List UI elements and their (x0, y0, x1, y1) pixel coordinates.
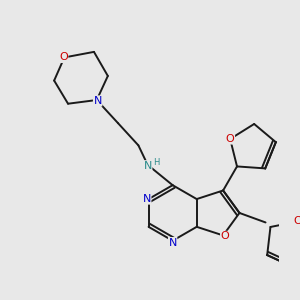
Text: O: O (220, 231, 229, 241)
Text: N: N (142, 194, 151, 204)
Text: N: N (94, 96, 102, 106)
Text: N: N (169, 238, 177, 248)
Text: O: O (59, 52, 68, 62)
Text: N: N (143, 161, 152, 171)
Text: O: O (226, 134, 235, 144)
Text: O: O (294, 216, 300, 226)
Text: H: H (153, 158, 159, 166)
